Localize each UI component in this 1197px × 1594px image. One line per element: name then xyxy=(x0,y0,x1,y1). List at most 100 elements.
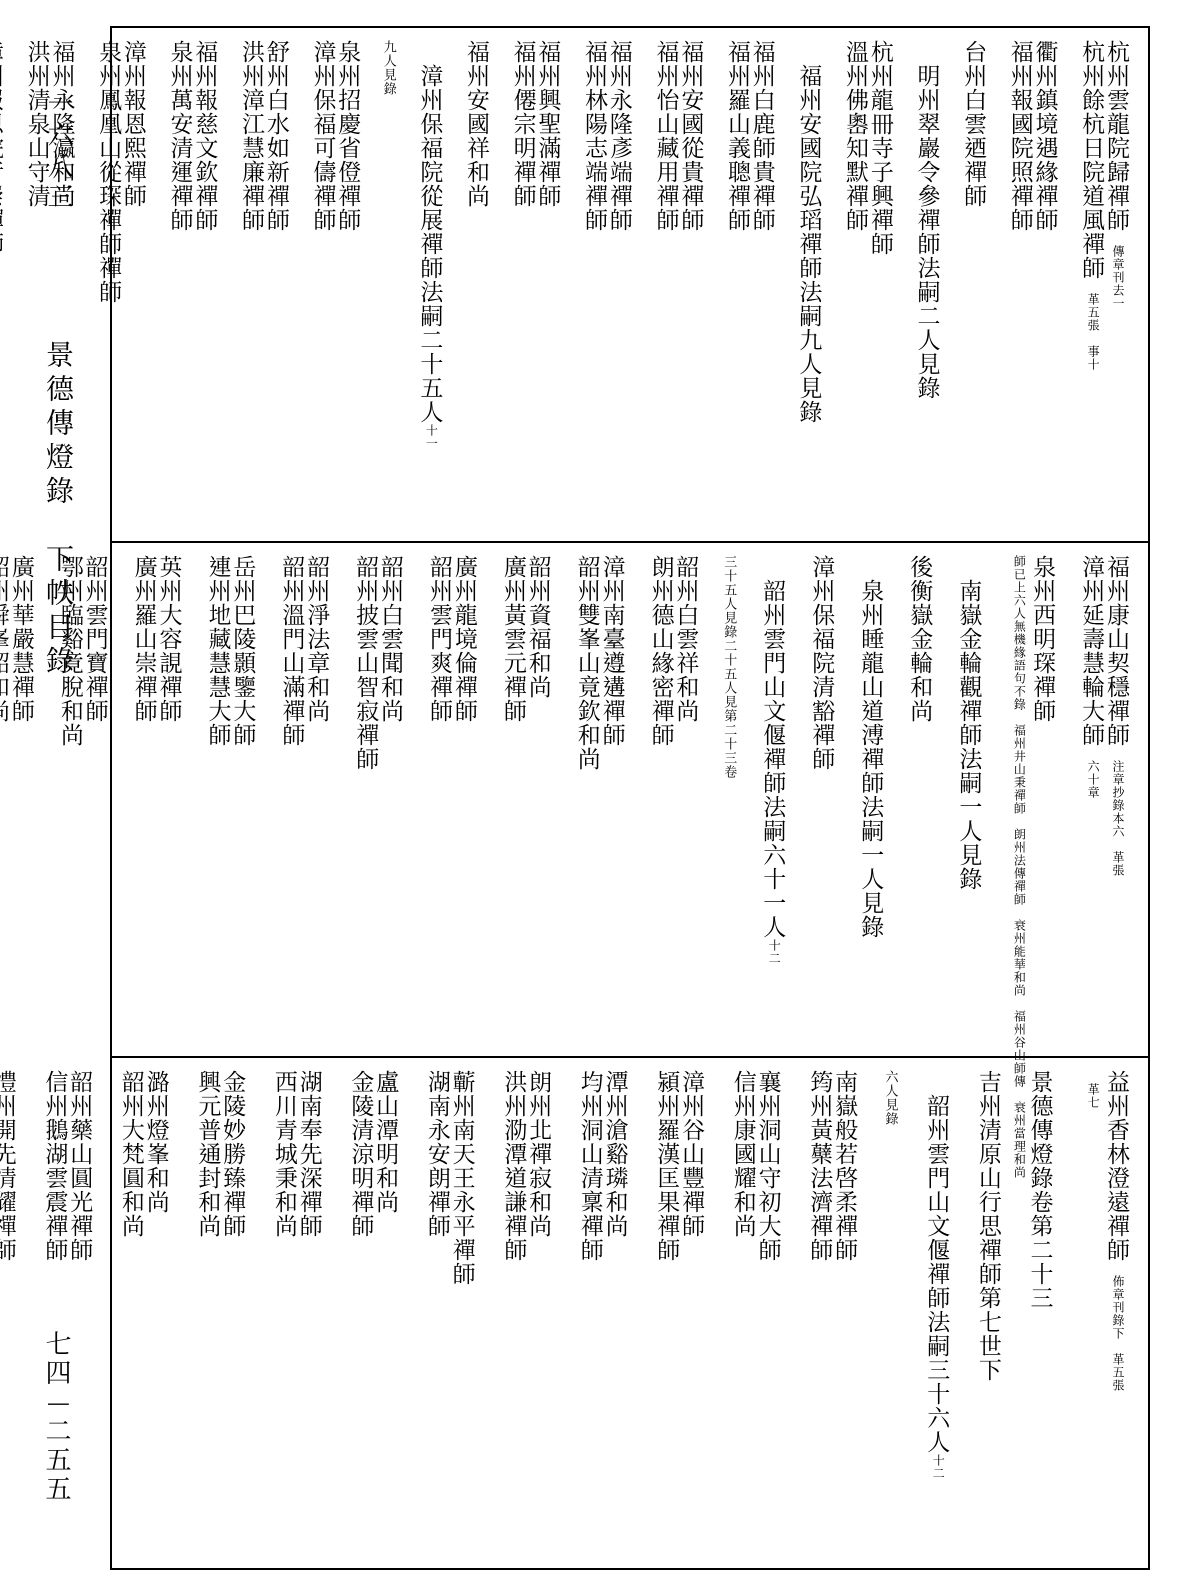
column-bottom: 金陵清涼明禪師 xyxy=(350,1070,375,1323)
column-top: 漳州報恩院行崇禪師 xyxy=(0,40,4,275)
column-bottom: 福州羅山義聰禪師 xyxy=(726,40,751,294)
column-top: 福州安國祥和尚 xyxy=(465,40,490,275)
text-column: 台州白雲迺禪師 xyxy=(962,40,987,529)
column-top: 明州翠巖令參禪師法嗣二人見錄 xyxy=(916,40,941,275)
text-column: 廣州華嚴慧禪師韶州舜峯韶和尚 xyxy=(0,555,35,1044)
column-top: 南嶽金輪觀禪師法嗣一人見錄 xyxy=(957,555,982,790)
text-column: 六人見錄 xyxy=(885,1070,899,1556)
text-column: 舒州白水如新禪師洪州漳江慧廉禪師 xyxy=(240,40,290,529)
annotation: 注章抄錄本六 革張 xyxy=(1110,747,1127,877)
text-column: 泉州西明琛禪師師已上六人無機緣語句不錄 福州井山秉禪師 朗州法傳禪師 衰州能華和… xyxy=(1007,555,1057,1044)
text-column: 杭州龍冊寺子興禪師溫州佛嶴知默禪師 xyxy=(844,40,894,529)
column-bottom: 師已上六人無機緣語句不錄 福州井山秉禪師 朗州法傳禪師 衰州能華和尚 福州谷山師… xyxy=(1007,555,1032,809)
column-bottom: 信州康國耀和尚 xyxy=(732,1070,757,1323)
text-column: 潭州滄谿璘和尚均州洞山清稟禪師 xyxy=(579,1070,629,1556)
text-column: 澧州開先清耀禪師襄州奉國清海禪師 xyxy=(0,1070,17,1556)
column-top: 後衡嶽金輪和尚 xyxy=(908,555,933,790)
annotation: 傳章刊去一 xyxy=(1110,232,1127,310)
text-column: 漳州報恩熙禪師泉州鳳凰山從琛禪師禪師 xyxy=(97,40,147,529)
text-column: 漳州南臺遵遘禪師韶州雙峯山竟欽和尚 xyxy=(576,555,626,1044)
column-bottom: 朗州德山緣密禪師 xyxy=(650,555,675,809)
text-column: 福州安國祥和尚 xyxy=(465,40,490,529)
text-column: 岳州巴陵顥鑒大師連州地藏慧慧大師 xyxy=(207,555,257,1044)
column-bottom: 洪州漳江慧廉禪師 xyxy=(240,40,265,294)
text-column: 泉州招慶省僜禪師漳州保福可儔禪師 xyxy=(312,40,362,529)
column-bottom: 杭州餘杭日院道風禪師 革五張 事十 xyxy=(1080,40,1105,294)
column-top: 泉州西明琛禪師 xyxy=(1031,555,1056,790)
text-column: 朗州北禪寂和尚洪州泐潭道謙禪師 xyxy=(502,1070,552,1556)
column-bottom: 福州怡山藏用禪師 xyxy=(655,40,680,294)
text-column: 福州安國從貴禪師福州怡山藏用禪師 xyxy=(655,40,705,529)
column-bottom: 均州洞山清稟禪師 xyxy=(579,1070,604,1323)
column-bottom: 興元普通封和尚 xyxy=(197,1070,222,1323)
text-column: 福州興聖滿禪師福州僊宗明禪師 xyxy=(512,40,562,529)
text-column: 福州康山契穩禪師 注章抄錄本六 革張漳州延壽慧輪大師 六十章 xyxy=(1080,555,1130,1044)
column-bottom: 福州僊宗明禪師 xyxy=(512,40,537,294)
column-bottom: 韶州雲門爽禪師 xyxy=(428,555,453,809)
column-bottom: 韶州溫門山滿禪師 xyxy=(281,555,306,809)
text-column: 金陵妙勝臻禪師興元普通封和尚 xyxy=(197,1070,247,1556)
annotation: 十二 xyxy=(766,939,783,965)
section-3: 益州香林澄遠禪師 佈章刊錄下 革五張 革七景德傳燈錄卷第二十三吉州清原山行思禪師… xyxy=(112,1058,1148,1568)
text-column: 韶州雲門山文偃禪師法嗣六十一人十二 xyxy=(761,555,786,1044)
column-top: 漳州保福院從展禪師法嗣二十五人十一 xyxy=(419,40,444,275)
text-column: 韶州資福和尚廣州黃雲元禪師 xyxy=(502,555,552,1044)
column-bottom: 筠州黃蘗法濟禪師 xyxy=(808,1070,833,1323)
column-bottom: 漳州保福可儔禪師 xyxy=(312,40,337,294)
text-column: 益州香林澄遠禪師 佈章刊錄下 革五張 革七 xyxy=(1080,1070,1130,1556)
column-bottom: 溫州佛嶴知默禪師 xyxy=(844,40,869,294)
column-bottom: 連州地藏慧慧大師 xyxy=(207,555,232,809)
text-column: 廣州龍境倫禪師韶州雲門爽禪師 xyxy=(428,555,478,1044)
text-column: 三十五人見錄二十五人見第二十三卷 xyxy=(724,555,738,1044)
annotation: 革五張 事十 xyxy=(1085,280,1102,371)
text-column: 杭州雲龍院歸禪師 傳章刊去一杭州餘杭日院道風禪師 革五張 事十 xyxy=(1080,40,1130,529)
text-column: 盧山潭明和尚金陵清涼明禪師 xyxy=(350,1070,400,1556)
column-bottom: 信州鵝湖雲震禪師 xyxy=(44,1070,69,1323)
text-column: 福州永隆彥端禪師福州林陽志端禪師 xyxy=(583,40,633,529)
text-column: 潞州燈峯和尚韶州大梵圓和尚 xyxy=(120,1070,170,1556)
text-column: 韶州雲門山文偃禪師法嗣三十六人十二 xyxy=(925,1070,950,1556)
text-column: 九人見錄 xyxy=(383,40,397,529)
text-column: 韶州雲門寶禪師鄂州臨谿竟脫和尚 xyxy=(59,555,109,1044)
annotation: 六十章 xyxy=(1085,747,1102,799)
column-bottom: 韶州雙峯山竟欽和尚 xyxy=(576,555,601,809)
column-bottom: 泉州萬安清運禪師 xyxy=(169,40,194,294)
text-column: 漳州谷山豐禪師潁州羅漢匡果禪師 xyxy=(655,1070,705,1556)
annotation: 十二 xyxy=(930,1454,947,1480)
column-top: 景德傳燈錄卷第二十三 xyxy=(1029,1070,1054,1303)
column-bottom: 福州林陽志端禪師 xyxy=(583,40,608,294)
text-column: 景德傳燈錄卷第二十三 xyxy=(1029,1070,1054,1556)
text-column: 南嶽般若啓柔禪師筠州黃蘗法濟禪師 xyxy=(808,1070,858,1556)
text-column: 福州白鹿師貴禪師福州羅山義聰禪師 xyxy=(726,40,776,529)
text-column: 英州大容誢禪師廣州羅山崇禪師 xyxy=(133,555,183,1044)
column-bottom: 洪州清泉山守清 xyxy=(26,40,51,294)
text-column: 南嶽金輪觀禪師法嗣一人見錄 xyxy=(957,555,982,1044)
text-column: 漳州保福院清豁禪師 xyxy=(810,555,835,1044)
column-top: 福州安國院弘瑫禪師法嗣九人見錄 xyxy=(798,40,823,275)
column-bottom: 泉州鳳凰山從琛禪師禪師 xyxy=(97,40,122,294)
text-column: 蘄州南天王永平禪師湖南永安朗禪師 xyxy=(426,1070,476,1556)
page: 一六八三 景德傳燈錄 下帙目錄 七四—二五五 杭州雲龍院歸禪師 傳章刊去一杭州餘… xyxy=(0,0,1197,1594)
text-column: 韶州白雲聞和尚韶州披雲山智寂禪師 xyxy=(354,555,404,1044)
text-column: 福州永隆瀛和尚洪州清泉山守清 xyxy=(26,40,76,529)
column-top: 台州白雲迺禪師 xyxy=(962,40,987,275)
column-bottom: 韶州大梵圓和尚 xyxy=(120,1070,145,1323)
text-column: 福州報慈文欽禪師泉州萬安清運禪師 xyxy=(169,40,219,529)
text-column: 韶州白雲祥和尚朗州德山緣密禪師 xyxy=(650,555,700,1044)
section-2: 福州康山契穩禪師 注章抄錄本六 革張漳州延壽慧輪大師 六十章泉州西明琛禪師師已上… xyxy=(112,543,1148,1058)
column-bottom: 廣州黃雲元禪師 xyxy=(502,555,527,809)
text-column: 漳州報恩院行崇禪師漳州微麗和尚 xyxy=(0,40,4,529)
column-bottom: 福州報國院照禪師 xyxy=(1009,40,1034,294)
text-column: 泉州睡龍山道溥禪師法嗣一人見錄 xyxy=(859,555,884,1044)
text-column: 漳州保福院從展禪師法嗣二十五人十一 xyxy=(419,40,444,529)
text-column: 韶州淨法章和尚韶州溫門山滿禪師 xyxy=(281,555,331,1044)
column-top: 漳州保福院清豁禪師 xyxy=(810,555,835,790)
annotation: 十一 xyxy=(423,424,440,450)
column-bottom: 廣州羅山崇禪師 xyxy=(133,555,158,809)
column-bottom: 漳州延壽慧輪大師 六十章 xyxy=(1080,555,1105,809)
text-column: 湖南奉先深禪師西川青城秉和尚 xyxy=(273,1070,323,1556)
column-top: 益州香林澄遠禪師 佈章刊錄下 革五張 xyxy=(1105,1070,1130,1303)
column-bottom: 韶州披雲山智寂禪師 xyxy=(354,555,379,809)
section-1: 杭州雲龍院歸禪師 傳章刊去一杭州餘杭日院道風禪師 革五張 事十衢州鎮境遇緣禪師福… xyxy=(112,28,1148,543)
text-column: 衢州鎮境遇緣禪師福州報國院照禪師 xyxy=(1009,40,1059,529)
